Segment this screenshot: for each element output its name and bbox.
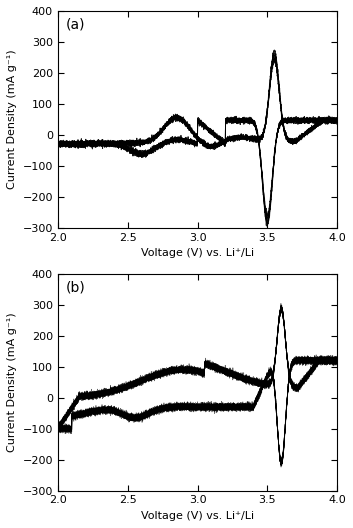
Text: (a): (a) xyxy=(66,17,86,32)
X-axis label: Voltage (V) vs. Li⁺/Li: Voltage (V) vs. Li⁺/Li xyxy=(141,249,254,258)
Y-axis label: Current Density (mA g⁻¹): Current Density (mA g⁻¹) xyxy=(7,312,17,452)
Y-axis label: Current Density (mA g⁻¹): Current Density (mA g⁻¹) xyxy=(7,50,17,190)
Text: (b): (b) xyxy=(66,280,86,294)
X-axis label: Voltage (V) vs. Li⁺/Li: Voltage (V) vs. Li⁺/Li xyxy=(141,511,254,521)
